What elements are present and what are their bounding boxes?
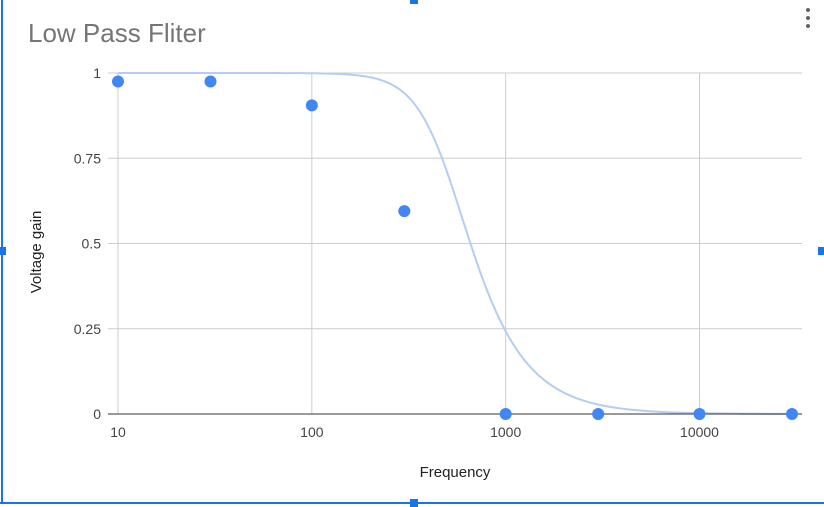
data-point [112, 75, 124, 88]
resize-handle-left[interactable] [0, 247, 6, 255]
y-tick-label: 0 [93, 406, 101, 422]
chart-title: Low Pass Fliter [28, 18, 206, 48]
y-tick-label: 0.75 [74, 150, 101, 166]
data-point [398, 205, 411, 218]
y-tick-label: 0.25 [74, 321, 101, 337]
x-axis-title: Frequency [420, 464, 491, 481]
trendline [118, 72, 793, 415]
y-axis-title: Voltage gain [28, 211, 45, 294]
resize-handle-bottom[interactable] [410, 499, 418, 507]
gridlines [108, 72, 802, 414]
data-point [305, 99, 318, 112]
data-points [112, 75, 798, 420]
x-tick-label: 100 [300, 424, 324, 440]
x-tick-label: 1000 [490, 424, 521, 440]
resize-handle-right[interactable] [818, 247, 824, 255]
data-point [592, 408, 605, 420]
y-tick-label: 1 [93, 65, 101, 81]
more-vert-icon[interactable] [802, 8, 814, 34]
y-tick-label: 0.5 [82, 236, 102, 252]
y-tick-labels: 0 0.25 0.5 0.75 1 [74, 65, 101, 422]
data-point [786, 408, 798, 420]
x-tick-label: 10000 [680, 424, 719, 440]
trendline-curve [118, 72, 793, 415]
x-tick-label: 10 [110, 424, 126, 440]
data-point [499, 408, 512, 420]
data-point [204, 75, 217, 88]
x-tick-labels: 10 100 1000 10000 [110, 424, 719, 440]
resize-handle-top[interactable] [410, 0, 418, 4]
data-point [693, 408, 706, 420]
